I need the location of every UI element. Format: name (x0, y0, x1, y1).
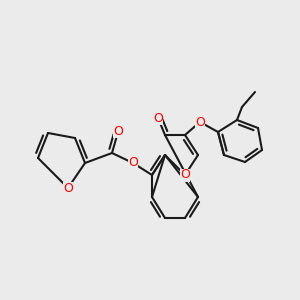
Text: O: O (180, 169, 190, 182)
Text: O: O (195, 116, 205, 128)
Text: O: O (113, 125, 123, 139)
Text: O: O (128, 157, 138, 169)
Text: O: O (153, 112, 163, 124)
Text: O: O (63, 182, 73, 194)
